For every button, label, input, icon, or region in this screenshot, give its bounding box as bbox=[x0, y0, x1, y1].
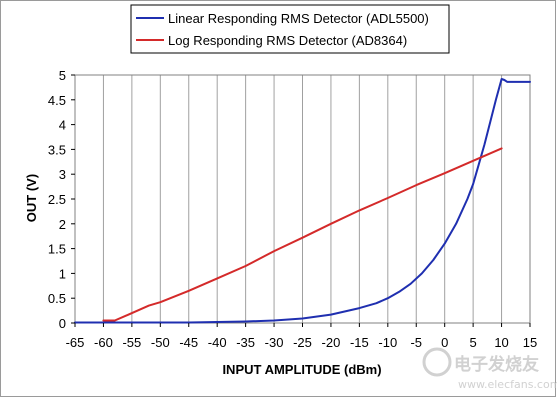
series-layer bbox=[74, 78, 531, 324]
x-tick-label: -35 bbox=[236, 335, 255, 350]
x-tick-label: -30 bbox=[265, 335, 284, 350]
x-tick-label: -50 bbox=[151, 335, 170, 350]
y-tick-label: 0.5 bbox=[48, 291, 66, 306]
x-tick-label: -60 bbox=[94, 335, 113, 350]
x-axis-title: INPUT AMPLITUDE (dBm) bbox=[222, 362, 381, 377]
y-tick-label: 4 bbox=[59, 118, 66, 133]
y-tick-label: 4.5 bbox=[48, 93, 66, 108]
watermark-logo-icon bbox=[422, 347, 452, 377]
y-tick-label: 5 bbox=[59, 68, 66, 83]
grid-lines bbox=[102, 75, 503, 323]
x-tick-label: 0 bbox=[441, 335, 448, 350]
y-tick-label: 0 bbox=[59, 316, 66, 331]
axis-ticks: -65 -60 -55 -50 -45 -40 -35 -30 -25 -20 -15 -10 -5 0 5… bbox=[48, 68, 537, 350]
x-tick-label: -40 bbox=[208, 335, 227, 350]
watermark-url: www.elecfans.com bbox=[458, 378, 557, 391]
watermark: 电子发烧友 www.elecfans.com bbox=[422, 347, 557, 391]
x-tick-label: -25 bbox=[293, 335, 312, 350]
watermark-site-text: 电子发烧友 bbox=[454, 354, 539, 375]
legend-label-linear: Linear Responding RMS Detector (ADL5500) bbox=[168, 11, 429, 26]
x-tick-label: 5 bbox=[470, 335, 477, 350]
series-line-adl5500 bbox=[74, 78, 531, 324]
y-axis-title: OUT (V) bbox=[24, 174, 39, 222]
legend-box bbox=[130, 4, 450, 54]
y-tick-label: 1 bbox=[59, 266, 66, 281]
x-tick-label: -20 bbox=[322, 335, 341, 350]
x-tick-label: 10 bbox=[494, 335, 508, 350]
y-tick-label: 1.5 bbox=[48, 242, 66, 257]
series-line-ad8364 bbox=[102, 147, 503, 322]
x-tick-label: -5 bbox=[410, 335, 422, 350]
x-tick-label: -45 bbox=[179, 335, 198, 350]
y-tick-label: 3.5 bbox=[48, 142, 66, 157]
y-tick-label: 3 bbox=[59, 167, 66, 182]
x-tick-label: -10 bbox=[378, 335, 397, 350]
legend-label-log: Log Responding RMS Detector (AD8364) bbox=[168, 33, 407, 48]
x-tick-label: -55 bbox=[122, 335, 141, 350]
x-tick-label: -15 bbox=[350, 335, 369, 350]
y-tick-label: 2.5 bbox=[48, 192, 66, 207]
y-tick-label: 2 bbox=[59, 217, 66, 232]
x-tick-label: -65 bbox=[66, 335, 85, 350]
legend: Linear Responding RMS Detector (ADL5500)… bbox=[130, 4, 450, 54]
x-tick-label: 15 bbox=[523, 335, 537, 350]
